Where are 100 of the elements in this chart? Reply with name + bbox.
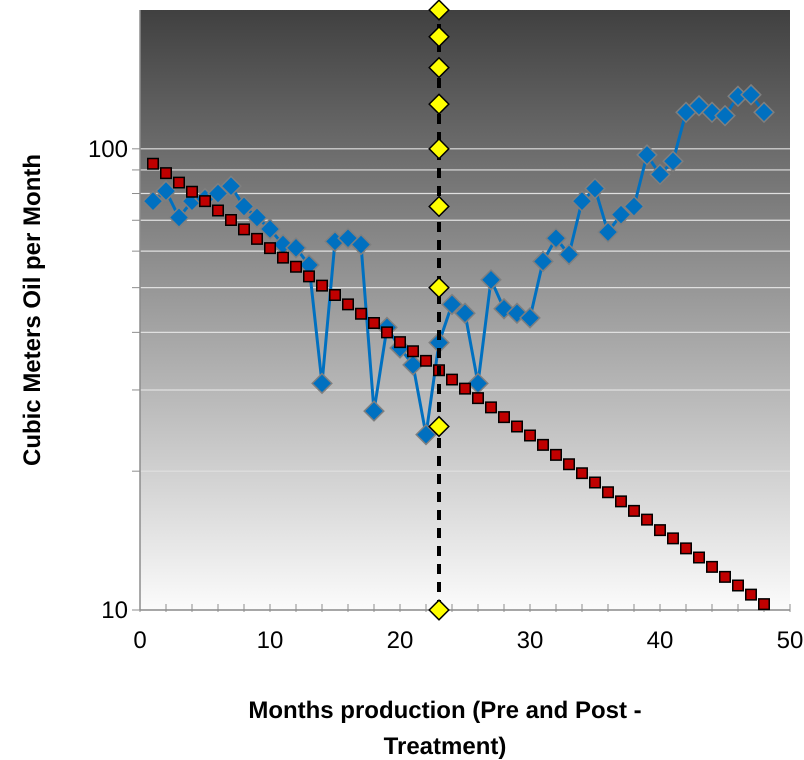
x-tick-label: 30 [516,627,544,654]
point [337,228,359,249]
point [428,599,450,621]
point [225,214,237,226]
point [537,438,549,451]
point [506,302,528,324]
point [428,196,450,217]
point [610,204,632,226]
point [675,102,697,123]
point [264,242,276,254]
point [173,176,185,189]
point [615,495,627,508]
point [446,374,458,386]
point [329,289,341,301]
point [597,222,619,243]
x-tick-label: 20 [386,627,414,654]
point [368,317,380,330]
point [467,372,489,394]
point [459,382,471,395]
point [428,138,450,160]
point [511,420,523,432]
y-tick-label: 100 [88,136,128,163]
point [550,448,562,461]
point [155,180,177,202]
point [563,458,575,470]
point [636,144,658,166]
point [693,551,705,564]
x-tick-label: 40 [646,627,674,654]
point [428,0,450,21]
point [740,84,762,106]
x-tick-label: 10 [256,627,284,654]
point [350,234,372,256]
point [251,232,263,245]
point [212,204,224,216]
point [207,182,229,204]
point [454,302,476,324]
point [428,94,450,115]
point [498,411,510,424]
x-tick-label: 0 [133,627,147,654]
point [220,176,242,197]
point [576,467,588,480]
point [233,196,255,217]
point [628,504,640,517]
point [142,190,164,212]
y-axis-title: Cubic Meters Oil per Month [19,154,46,466]
point [428,26,450,48]
point [532,250,554,272]
point [238,223,250,236]
point [558,244,580,266]
point [732,580,744,592]
point [667,532,679,544]
point [415,424,437,446]
point [688,95,710,116]
point [662,150,684,172]
point [147,158,159,170]
point [316,280,328,292]
point [428,277,450,298]
point [342,298,354,310]
point [480,269,502,290]
point [420,354,432,367]
point [623,196,645,217]
point [589,476,601,488]
point [311,372,333,394]
point [753,102,775,123]
point [571,190,593,212]
point [472,392,484,404]
point [381,326,393,338]
point [394,336,406,348]
point [719,570,731,583]
point [355,308,367,320]
point [186,186,198,198]
point [428,57,450,78]
point [706,560,718,573]
point [407,345,419,358]
point [277,252,289,264]
point [259,218,281,240]
point [584,178,606,200]
point [441,294,463,315]
point [290,260,302,273]
point [428,416,450,438]
x-tick-label: 50 [776,627,804,654]
x-axis-title: Months production (Pre and Post - Treatment) [248,697,642,760]
point [285,237,307,258]
point [680,542,692,554]
point [641,514,653,526]
point [246,206,268,228]
point [485,401,497,414]
point [758,598,770,610]
point [363,400,385,422]
point [303,270,315,282]
point [654,524,666,536]
point [649,164,671,185]
point [168,206,190,228]
point [519,307,541,328]
point [160,167,172,180]
point [602,486,614,498]
point [714,105,736,126]
point [524,430,536,442]
point [545,228,567,249]
point [745,588,757,601]
